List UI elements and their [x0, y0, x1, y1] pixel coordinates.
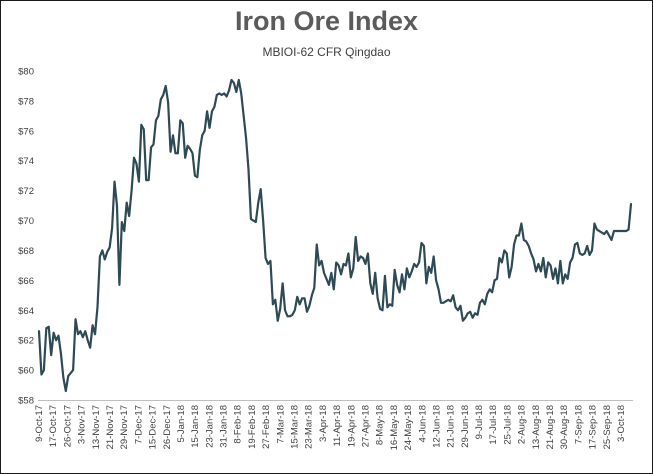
- x-tick-label: 17-Jul-18: [488, 405, 499, 445]
- x-tick-label: 8-May-18: [375, 405, 386, 445]
- x-tick-label: 7-Mar-18: [275, 405, 286, 444]
- x-tick-label: 15-Jan-18: [190, 405, 201, 448]
- x-axis: 9-Oct-17 17-Oct-17 26-Oct-17 3-Nov-17 13-Nov…: [34, 400, 633, 450]
- y-tick-label: $72: [18, 186, 34, 197]
- x-tick-label: 30-Aug-18: [559, 405, 570, 449]
- y-tick-label: $74: [18, 156, 34, 167]
- x-tick-label: 19-Apr-18: [346, 405, 357, 447]
- x-tick-label: 21-Jun-18: [446, 405, 457, 448]
- x-tick-label: 27-Apr-18: [360, 405, 371, 447]
- x-tick-label: 25-Sep-18: [602, 405, 613, 449]
- y-tick-label: $58: [18, 396, 34, 407]
- x-tick-label: 3-Apr-18: [318, 405, 329, 442]
- x-tick-label: 5-Jan-18: [176, 405, 187, 443]
- x-tick-label: 7-Sep-18: [573, 405, 584, 444]
- x-tick-label: 19-Feb-18: [247, 405, 258, 449]
- series-line: [37, 78, 633, 393]
- y-tick-label: $80: [18, 67, 34, 78]
- x-tick-label: 27-Feb-18: [261, 405, 272, 449]
- y-tick-label: $62: [18, 336, 34, 347]
- x-tick-label: 29-Jun-18: [460, 405, 471, 448]
- x-tick-label: 17-Sep-18: [588, 405, 599, 449]
- x-tick-label: 8-Feb-18: [233, 405, 244, 444]
- x-tick-label: 2-Aug-18: [517, 405, 528, 444]
- x-tick-label: 15-Mar-18: [290, 405, 301, 449]
- x-tick-label: 31-Jan-18: [219, 405, 230, 448]
- x-tick-label: 21-Aug-18: [545, 405, 556, 449]
- y-tick-label: $76: [18, 126, 34, 137]
- x-tick-label: 12-Jun-18: [431, 405, 442, 448]
- x-tick-label: 13-Nov-17: [91, 405, 102, 449]
- x-tick-label: 21-Nov-17: [105, 405, 116, 449]
- y-tick-label: $60: [18, 366, 34, 377]
- y-tick-label: $78: [18, 96, 34, 107]
- chart-subtitle: MBIOI-62 CFR Qingdao: [262, 45, 391, 59]
- y-tick-label: $64: [18, 306, 34, 317]
- x-tick-label: 15-Dec-17: [148, 405, 159, 449]
- x-tick-label: 9-Oct-17: [34, 405, 45, 442]
- y-tick-label: $70: [18, 216, 34, 227]
- x-tick-label: 11-Apr-18: [332, 405, 343, 447]
- x-tick-label: 3-Nov-17: [77, 405, 88, 444]
- y-tick-label: $66: [18, 276, 34, 287]
- x-tick-label: 24-May-18: [403, 405, 414, 450]
- x-tick-label: 7-Dec-17: [133, 405, 144, 444]
- x-tick-label: 23-Mar-18: [304, 405, 315, 449]
- x-tick-label: 16-May-18: [389, 405, 400, 450]
- x-tick-label: 25-Jul-18: [502, 405, 513, 445]
- x-tick-label: 17-Oct-17: [48, 405, 59, 447]
- x-tick-label: 13-Aug-18: [531, 405, 542, 449]
- x-tick-label: 26-Oct-17: [62, 405, 73, 447]
- x-tick-label: 9-Jul-18: [474, 405, 485, 439]
- x-tick-label: 3-Oct-18: [616, 405, 627, 442]
- y-axis: $58 $60 $62 $64 $66 $68 $70 $72 $74 $76 $78 $80: [18, 67, 34, 407]
- x-tick-label: 4-Jun-18: [417, 405, 428, 443]
- chart-title: Iron Ore Index: [234, 6, 419, 36]
- plot-area: [37, 78, 633, 393]
- y-tick-label: $68: [18, 246, 34, 257]
- x-tick-label: 29-Nov-17: [119, 405, 130, 449]
- x-tick-label: 26-Dec-17: [162, 405, 173, 449]
- x-tick-label: 23-Jan-18: [204, 405, 215, 448]
